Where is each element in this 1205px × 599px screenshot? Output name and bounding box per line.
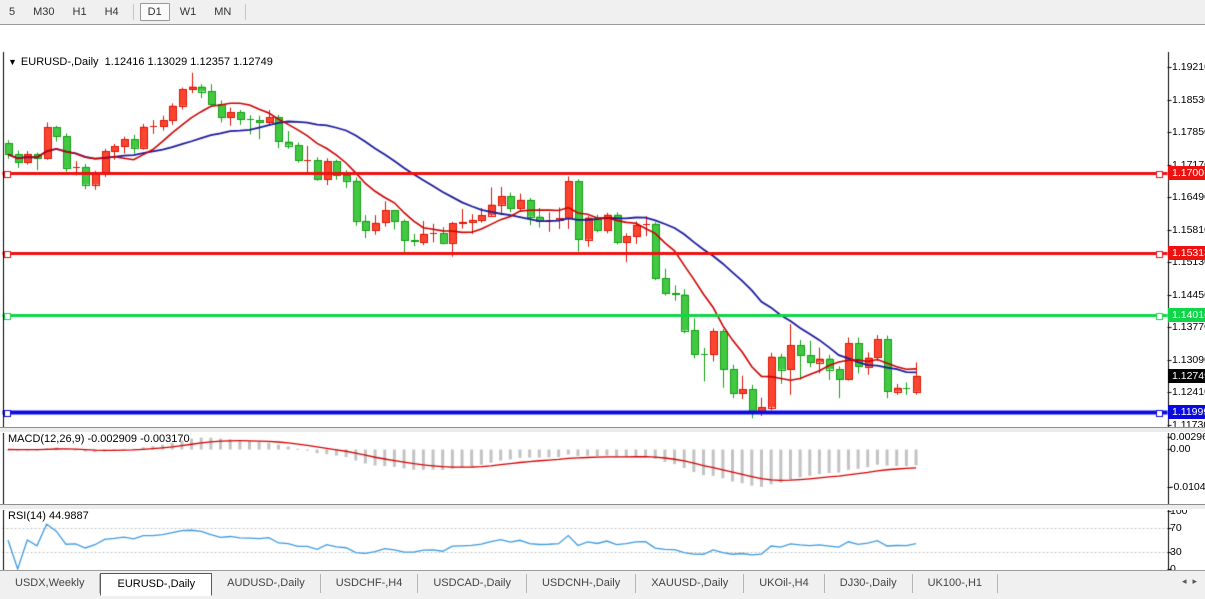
price-axis-tick: 1.12410 [1172,386,1205,398]
chart-canvas[interactable] [0,25,1205,599]
macd-axis-tick: -0.01042 [1170,481,1205,493]
current-price-label: 1.12749 [1168,368,1205,383]
timeframe-button-m30[interactable]: M30 [33,6,55,18]
macd-axis-tick: 0.00 [1170,443,1191,455]
timeframe-button-h1[interactable]: H1 [72,6,87,18]
price-axis-tick: 1.13090 [1172,353,1205,366]
tab-scroll-right-icon[interactable]: ▸ [1192,576,1197,586]
chart-area: ▼ EURUSD-,Daily 1.12416 1.13029 1.12357 1… [0,25,1205,599]
price-axis-tick: 1.16490 [1172,191,1205,203]
chart-tab-usdcnh-daily[interactable]: USDCNH-,Daily [527,574,637,593]
price-axis-tick: 1.18530 [1172,93,1205,106]
chart-tab-ukoil-h4[interactable]: UKOil-,H4 [744,574,825,593]
chart-tab-dj30-daily[interactable]: DJ30-,Daily [825,574,913,593]
price-axis-tick: 1.13770 [1172,321,1205,333]
macd-indicator-label: MACD(12,26,9) -0.002909 -0.003170 [8,433,190,445]
pane-splitter[interactable] [0,504,1205,510]
timeframe-button-mn[interactable]: MN [214,6,232,18]
hline-price-label[interactable]: 1.15313 [1168,246,1205,261]
chart-title: ▼ EURUSD-,Daily 1.12416 1.13029 1.12357 1… [8,56,273,68]
chart-tab-eurusd-daily[interactable]: EURUSD-,Daily [100,573,213,596]
toolbar-separator [245,4,247,20]
rsi-axis-tick: 70 [1170,522,1182,535]
rsi-axis-tick: 30 [1170,545,1182,558]
timeframe-toolbar: 5 M30 H1 H4 D1 W1 MN [0,0,1205,25]
chart-tab-bar: USDX,Weekly EURUSD-,Daily AUDUSD-,Daily USD… [0,570,1205,599]
chart-tab-usdcad-daily[interactable]: USDCAD-,Daily [418,574,527,593]
hline-price-label[interactable]: 1.14016 [1168,308,1205,323]
timeframe-button-w1[interactable]: W1 [179,6,197,18]
chart-tabs: USDX,Weekly EURUSD-,Daily AUDUSD-,Daily USD… [0,571,1182,596]
tab-scroll-left-icon[interactable]: ◂ [1181,576,1187,586]
chart-ohlc-values: 1.12416 1.13029 1.12357 1.12749 [104,56,273,68]
price-axis-tick: 1.17850 [1172,126,1205,138]
macd-axis-tick: 0.002966 [1170,431,1205,443]
toolbar-separator [132,4,134,20]
tab-scroll-arrows: ◂ ▸ [1182,571,1205,587]
price-axis-tick: 1.19210 [1172,61,1205,73]
timeframe-button-d1[interactable]: D1 [139,3,170,21]
chart-tab-xauusd-daily[interactable]: XAUUSD-,Daily [636,574,745,593]
rsi-indicator-label: RSI(14) 44.9887 [8,510,89,522]
chart-tab-usdchf-h4[interactable]: USDCHF-,H4 [321,574,419,593]
chevron-down-icon[interactable]: ▼ [8,57,17,67]
hline-price-label[interactable]: 1.11999 [1168,404,1205,419]
chart-tab-audusd-daily[interactable]: AUDUSD-,Daily [212,574,321,593]
pane-splitter[interactable] [0,427,1205,433]
timeframe-button-5[interactable]: 5 [9,6,16,18]
price-axis-tick: 1.14450 [1172,288,1205,301]
price-axis-tick: 1.15810 [1172,223,1205,236]
rsi-axis-tick: 0 [1170,563,1176,575]
timeframe-button-h4[interactable]: H4 [104,6,119,18]
chart-tab-uk100-h1[interactable]: UK100-,H1 [913,574,999,593]
chart-tab-usdx-weekly[interactable]: USDX,Weekly [0,574,101,593]
chart-symbol-period: EURUSD-,Daily [20,56,99,68]
